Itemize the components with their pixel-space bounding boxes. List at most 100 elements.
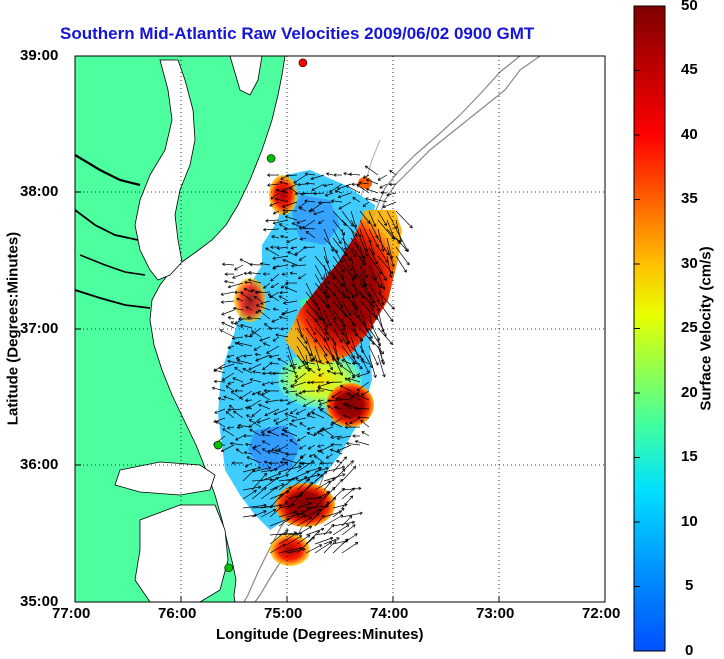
velocity-arrow-head — [304, 199, 308, 202]
velocity-arrow — [250, 289, 262, 293]
velocity-arrow-head — [337, 196, 342, 199]
velocity-arrow-head — [261, 440, 265, 444]
velocity-arrow-head — [224, 273, 228, 276]
velocity-arrow — [287, 548, 306, 554]
velocity-arrow — [314, 255, 331, 275]
velocity-arrow — [285, 390, 298, 393]
velocity-arrow-head — [280, 235, 284, 237]
velocity-arrow-head — [335, 396, 339, 399]
velocity-arrow — [359, 309, 369, 332]
velocity-arrow — [350, 219, 361, 238]
velocity-arrow — [242, 514, 257, 518]
velocity-arrow — [261, 426, 271, 434]
velocity-arrow-head — [343, 488, 345, 492]
velocity-arrow-head — [290, 246, 294, 249]
velocity-arrow — [265, 219, 280, 222]
velocity-arrow-head — [257, 392, 260, 396]
velocity-arrow-head — [339, 373, 343, 376]
velocity-arrow — [366, 188, 379, 194]
velocity-arrow-head — [247, 315, 251, 318]
velocity-arrow-head — [252, 371, 256, 374]
velocity-arrow — [215, 421, 226, 428]
velocity-arrow — [377, 264, 387, 281]
velocity-arrow — [361, 390, 370, 396]
velocity-arrow-head — [319, 448, 322, 452]
velocity-arrow-head — [287, 251, 290, 255]
velocity-arrow-head — [220, 292, 224, 295]
velocity-arrow-head — [319, 461, 323, 464]
velocity-arrow — [227, 408, 244, 411]
velocity-arrow — [313, 192, 325, 195]
velocity-arrow — [278, 504, 295, 509]
velocity-arrow — [341, 354, 355, 378]
velocity-arrow-head — [222, 262, 226, 265]
velocity-arrow — [284, 430, 298, 437]
velocity-arrow-head — [267, 184, 271, 187]
velocity-arrow-head — [341, 479, 343, 483]
velocity-arrow-head — [265, 220, 269, 223]
velocity-arrow — [261, 434, 271, 437]
velocity-arrow-head — [382, 374, 385, 378]
velocity-arrow — [377, 354, 385, 378]
velocity-arrow-head — [339, 511, 342, 514]
velocity-arrow-head — [227, 284, 231, 288]
velocity-arrow-head — [279, 398, 283, 401]
velocity-arrow — [323, 228, 334, 252]
velocity-arrow-head — [274, 197, 279, 199]
velocity-arrow — [229, 404, 235, 410]
velocity-arrow-head — [227, 407, 231, 411]
velocity-arrow — [273, 219, 289, 224]
velocity-arrow — [341, 487, 355, 500]
velocity-arrow — [362, 201, 370, 207]
velocity-arrow-head — [307, 446, 311, 450]
velocity-arrow — [314, 345, 322, 363]
velocity-arrow-head — [293, 531, 297, 534]
velocity-arrow — [395, 246, 410, 266]
velocity-arrow — [270, 273, 280, 282]
velocity-arrow-head — [254, 353, 258, 357]
velocity-arrow-head — [347, 377, 351, 379]
velocity-arrow — [341, 524, 356, 536]
velocity-arrow — [311, 183, 325, 191]
velocity-arrow — [347, 377, 361, 383]
velocity-arrow-head — [261, 392, 264, 396]
velocity-arrow-head — [317, 318, 322, 321]
velocity-arrow-head — [331, 477, 335, 480]
velocity-arrow — [214, 369, 226, 374]
velocity-arrow-head — [281, 314, 285, 316]
velocity-arrow — [306, 414, 316, 419]
velocity-arrow-head — [234, 320, 237, 324]
velocity-arrow-head — [244, 334, 248, 336]
yellow-zone-west — [234, 278, 266, 322]
velocity-arrow — [251, 408, 262, 417]
velocity-arrow-head — [245, 400, 249, 403]
velocity-arrow-head — [238, 317, 242, 320]
velocity-arrow — [296, 219, 307, 224]
colorbar-tick-label: 50 — [681, 0, 698, 14]
velocity-arrow — [368, 327, 381, 346]
velocity-arrow-head — [279, 180, 283, 183]
velocity-arrow — [314, 490, 330, 509]
velocity-arrow — [249, 419, 262, 428]
velocity-arrow — [346, 442, 361, 446]
velocity-arrow-head — [390, 320, 394, 322]
velocity-arrow-head — [356, 356, 359, 360]
x-tick-label: 72:00 — [582, 605, 621, 622]
velocity-arrow — [317, 444, 325, 448]
velocity-arrow-head — [320, 277, 324, 281]
velocity-arrow — [227, 360, 244, 365]
velocity-arrow-head — [356, 293, 359, 297]
velocity-arrow — [340, 385, 352, 392]
velocity-arrow-head — [290, 248, 294, 250]
velocity-arrow-head — [380, 192, 384, 195]
station-hatteras — [224, 563, 233, 573]
velocity-arrow-head — [317, 386, 321, 389]
velocity-arrow — [262, 372, 271, 374]
velocity-arrow-head — [358, 182, 362, 185]
velocity-arrow — [323, 300, 337, 321]
velocity-arrow-head — [251, 468, 256, 471]
velocity-arrow-head — [228, 316, 232, 318]
velocity-arrow — [241, 381, 253, 387]
y-tick-label: 36:00 — [20, 456, 59, 473]
velocity-arrow-head — [263, 461, 267, 464]
